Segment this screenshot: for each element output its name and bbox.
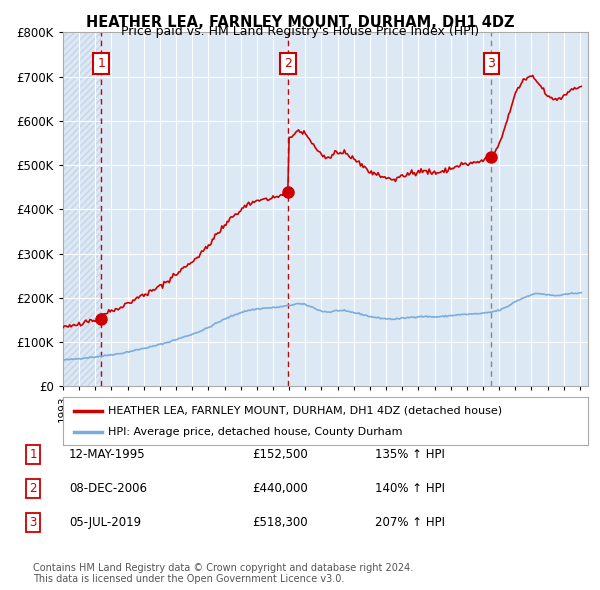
Text: HPI: Average price, detached house, County Durham: HPI: Average price, detached house, Coun… <box>107 427 402 437</box>
Text: 2: 2 <box>284 57 292 70</box>
Text: 05-JUL-2019: 05-JUL-2019 <box>69 516 141 529</box>
Text: Contains HM Land Registry data © Crown copyright and database right 2024.: Contains HM Land Registry data © Crown c… <box>33 563 413 573</box>
Text: 12-MAY-1995: 12-MAY-1995 <box>69 448 146 461</box>
Text: 140% ↑ HPI: 140% ↑ HPI <box>375 482 445 495</box>
Text: 3: 3 <box>29 516 37 529</box>
Text: HEATHER LEA, FARNLEY MOUNT, DURHAM, DH1 4DZ (detached house): HEATHER LEA, FARNLEY MOUNT, DURHAM, DH1 … <box>107 405 502 415</box>
Text: 2: 2 <box>29 482 37 495</box>
Text: 1: 1 <box>97 57 105 70</box>
Text: 1: 1 <box>29 448 37 461</box>
Text: HEATHER LEA, FARNLEY MOUNT, DURHAM, DH1 4DZ: HEATHER LEA, FARNLEY MOUNT, DURHAM, DH1 … <box>86 15 514 30</box>
Text: £518,300: £518,300 <box>252 516 308 529</box>
Text: This data is licensed under the Open Government Licence v3.0.: This data is licensed under the Open Gov… <box>33 574 344 584</box>
Text: £152,500: £152,500 <box>252 448 308 461</box>
Text: 08-DEC-2006: 08-DEC-2006 <box>69 482 147 495</box>
Text: 207% ↑ HPI: 207% ↑ HPI <box>375 516 445 529</box>
Text: £440,000: £440,000 <box>252 482 308 495</box>
Text: 3: 3 <box>487 57 495 70</box>
Text: Price paid vs. HM Land Registry's House Price Index (HPI): Price paid vs. HM Land Registry's House … <box>121 25 479 38</box>
Text: 135% ↑ HPI: 135% ↑ HPI <box>375 448 445 461</box>
